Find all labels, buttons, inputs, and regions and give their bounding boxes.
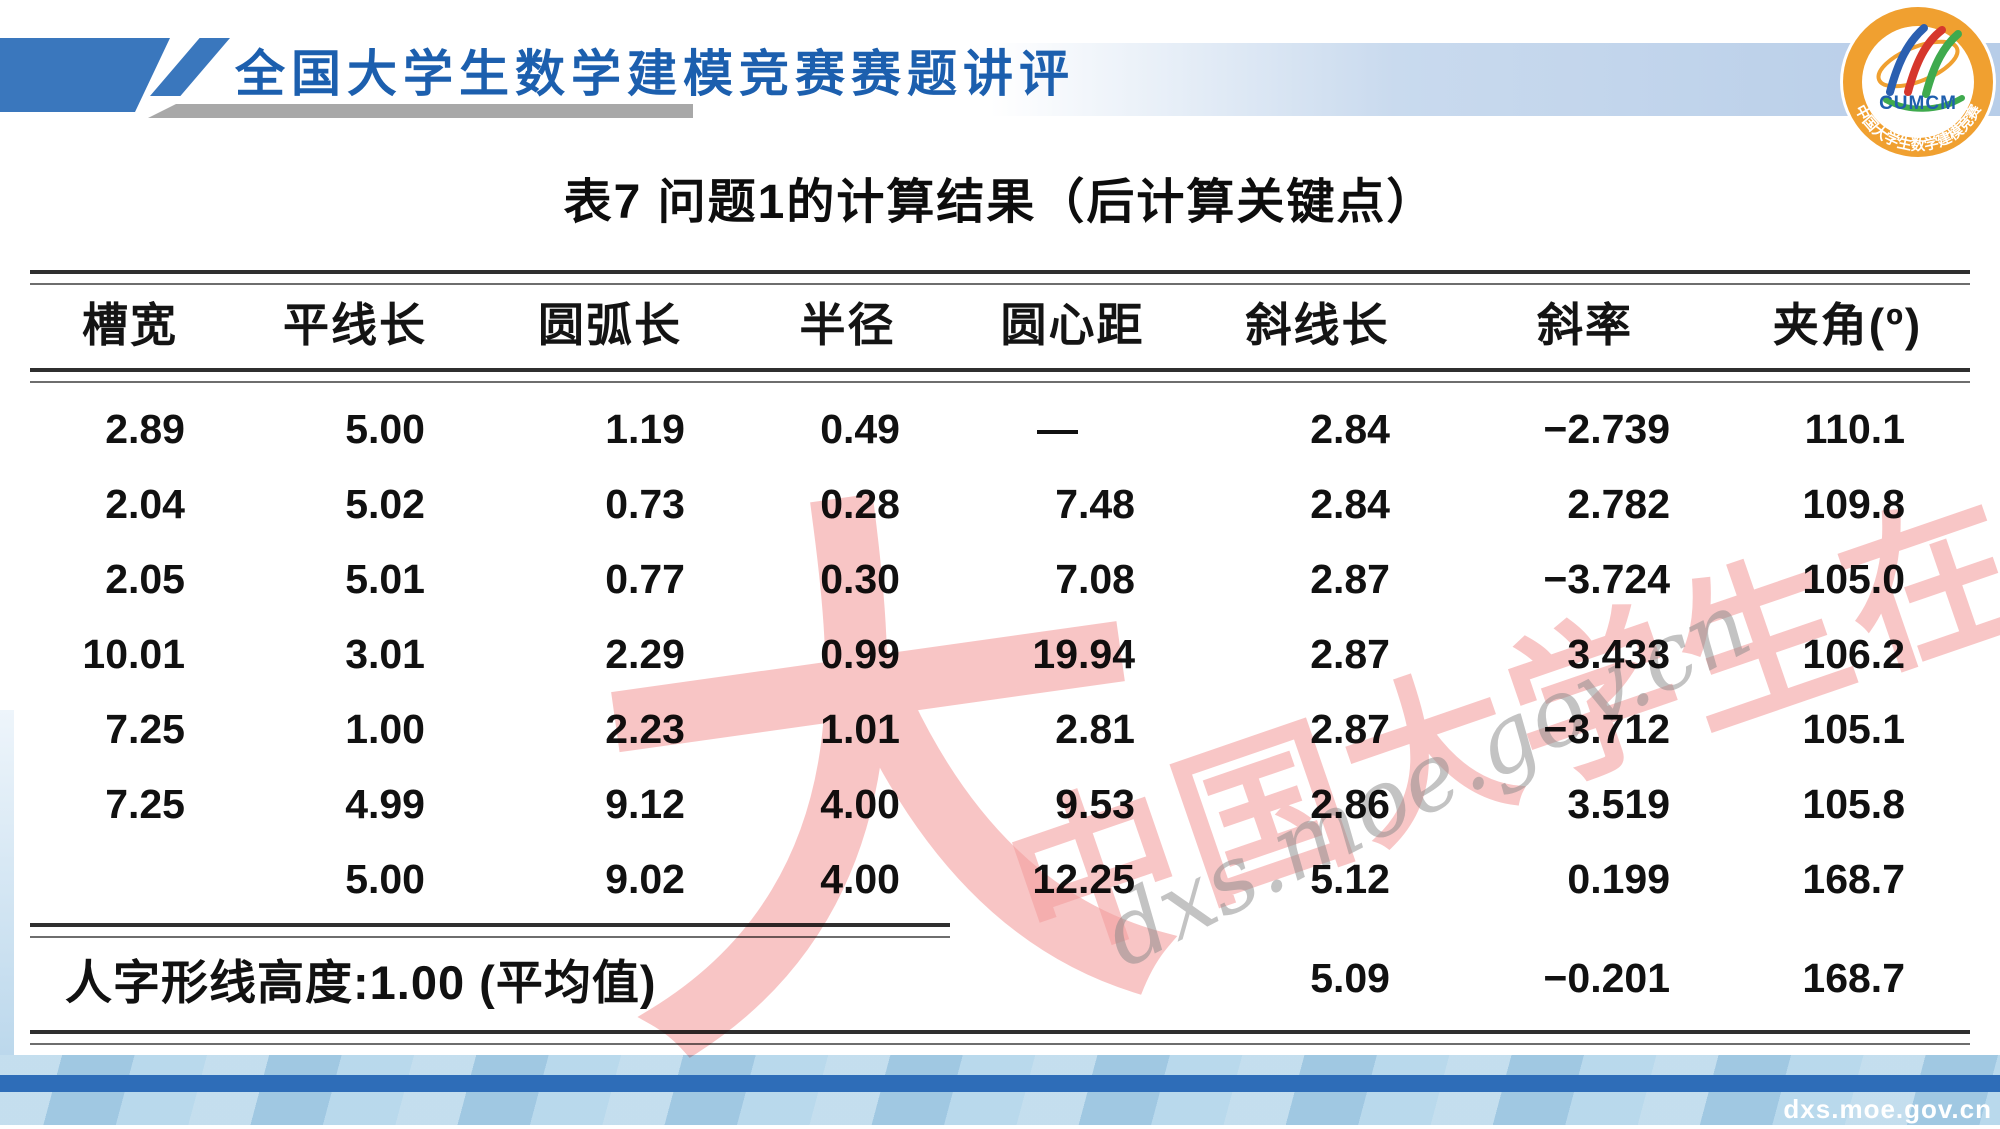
table-cell: — xyxy=(1037,406,1078,452)
cumcm-logo: CUMCM 中国大学生数学建模竞赛 xyxy=(1840,4,1996,160)
table-row: 2.05 5.01 0.77 0.30 7.08 2.87 −3.724 105.0 xyxy=(30,542,1970,617)
table-cell: 7.48 xyxy=(1055,481,1135,527)
table-cell: 2.23 xyxy=(605,706,685,752)
table-cell: 10.01 xyxy=(82,631,185,677)
table-cell: 2.782 xyxy=(1567,481,1670,527)
column-header: 半径 xyxy=(799,299,896,351)
table-rule-partial xyxy=(30,923,950,938)
table-cell: 3.01 xyxy=(345,631,425,677)
table-cell: 7.08 xyxy=(1055,556,1135,602)
table-cell: 19.94 xyxy=(1032,631,1135,677)
table-cell: 1.00 xyxy=(345,706,425,752)
table-header-row: 槽宽 平线长 圆弧长 半径 圆心距 斜线长 斜率 夹角(º) xyxy=(30,276,1970,368)
table-cell: 0.30 xyxy=(820,556,900,602)
table-cell: 105.0 xyxy=(1802,556,1905,602)
table-row: 10.01 3.01 2.29 0.99 19.94 2.87 3.433 106.2 xyxy=(30,617,1970,692)
table-cell: −3.712 xyxy=(1543,706,1670,752)
table-cell: 5.00 xyxy=(345,856,425,902)
table-cell: 12.25 xyxy=(1032,856,1135,902)
logo-red-swoosh-icon xyxy=(1904,26,1946,96)
left-background-strip xyxy=(0,710,14,1055)
table-footer-row: 人字形线高度:1.00 (平均值) 5.09 −0.201 168.7 xyxy=(30,932,1970,1024)
table-cell: 2.81 xyxy=(1055,706,1135,752)
table-cell: 0.49 xyxy=(820,406,900,452)
column-header: 斜率 xyxy=(1537,299,1633,351)
table-cell: 3.519 xyxy=(1567,781,1670,827)
table-cell: 2.86 xyxy=(1310,781,1390,827)
column-header: 斜线长 xyxy=(1245,299,1390,351)
table-cell: −2.739 xyxy=(1543,406,1670,452)
footer-cell: 5.09 xyxy=(1310,954,1390,1001)
table-cell: 105.1 xyxy=(1802,706,1905,752)
header-title-underline xyxy=(148,104,693,118)
footer-cell: −0.201 xyxy=(1543,954,1670,1001)
table-cell: 5.12 xyxy=(1310,856,1390,902)
table-footer-label: 人字形线高度:1.00 (平均值) xyxy=(65,955,657,1009)
table-cell: 0.199 xyxy=(1567,856,1670,902)
footer-site-text: dxs.moe.gov.cn xyxy=(1783,1094,1992,1124)
table-row: 7.25 1.00 2.23 1.01 2.81 2.87 −3.712 105.1 xyxy=(30,692,1970,767)
table-cell: 110.1 xyxy=(1804,406,1905,452)
logo-green-underline-icon xyxy=(1883,95,1965,112)
table-rule-bottom xyxy=(30,1030,1970,1045)
column-header: 圆弧长 xyxy=(538,299,682,351)
table-cell: 1.19 xyxy=(605,406,685,452)
table-rule-top xyxy=(30,270,1970,285)
table-cell: 0.77 xyxy=(605,556,685,602)
table-cell: 105.8 xyxy=(1802,781,1905,827)
table-rule-header xyxy=(30,368,1970,383)
column-header: 平线长 xyxy=(283,299,427,351)
results-table: 槽宽 平线长 圆弧长 半径 圆心距 斜线长 斜率 夹角(º) 2.89 5.00 1.19 0.49… xyxy=(30,270,1970,1045)
table-cell: 109.8 xyxy=(1802,481,1905,527)
table-cell: 9.12 xyxy=(605,781,685,827)
table-cell: 3.433 xyxy=(1567,631,1670,677)
table-cell: 7.25 xyxy=(105,781,185,827)
table-cell: −3.724 xyxy=(1543,556,1670,602)
table-cell: 2.87 xyxy=(1310,631,1390,677)
table-cell: 5.00 xyxy=(345,406,425,452)
table-cell: 106.2 xyxy=(1802,631,1905,677)
table-cell: 5.01 xyxy=(345,556,425,602)
table-cell: 4.00 xyxy=(820,781,900,827)
table-cell: 4.00 xyxy=(820,856,900,902)
table-cell: 5.02 xyxy=(345,481,425,527)
table-cell: 2.29 xyxy=(605,631,685,677)
table-cell: 2.84 xyxy=(1310,406,1390,452)
table-cell: 2.04 xyxy=(105,481,185,527)
logo-cumcm-text: CUMCM xyxy=(1879,93,1957,114)
table-cell: 2.87 xyxy=(1310,706,1390,752)
table-cell: 0.28 xyxy=(820,481,900,527)
table-body: 2.89 5.00 1.19 0.49 — 2.84 −2.739 110.1 2.04 5.02… xyxy=(30,392,1970,917)
table-cell: 2.84 xyxy=(1310,481,1390,527)
table-cell: 7.25 xyxy=(105,706,185,752)
table-cell: 2.89 xyxy=(105,406,185,452)
table-caption: 表7 问题1的计算结果（后计算关键点） xyxy=(563,176,1437,229)
logo-green-swoosh-icon xyxy=(1922,30,1962,98)
header-title: 全国大学生数学建模竞赛赛题讲评 xyxy=(235,46,1075,102)
column-header: 圆心距 xyxy=(1000,299,1145,351)
table-row: 5.00 9.02 4.00 12.25 5.12 0.199 168.7 xyxy=(30,842,1970,917)
table-cell: 2.87 xyxy=(1310,556,1390,602)
table-cell: 2.05 xyxy=(105,556,185,602)
table-row: 2.04 5.02 0.73 0.28 7.48 2.84 2.782 109.8 xyxy=(30,467,1970,542)
table-cell: 168.7 xyxy=(1802,856,1905,902)
column-header: 夹角(º) xyxy=(1772,299,1923,351)
footer-cell: 168.7 xyxy=(1802,954,1905,1001)
table-row: 7.25 4.99 9.12 4.00 9.53 2.86 3.519 105.8 xyxy=(30,767,1970,842)
table-cell: 0.99 xyxy=(820,631,900,677)
table-cell: 4.99 xyxy=(345,781,425,827)
bottom-band-stripe xyxy=(0,1075,2000,1092)
table-cell: 9.02 xyxy=(605,856,685,902)
column-header: 槽宽 xyxy=(82,299,178,351)
logo-blue-swoosh-icon xyxy=(1886,24,1928,96)
table-row: 2.89 5.00 1.19 0.49 — 2.84 −2.739 110.1 xyxy=(30,392,1970,467)
header-gradient-band xyxy=(990,43,2000,116)
table-cell: 0.73 xyxy=(605,481,685,527)
table-cell: 1.01 xyxy=(820,706,900,752)
table-cell: 9.53 xyxy=(1055,781,1135,827)
